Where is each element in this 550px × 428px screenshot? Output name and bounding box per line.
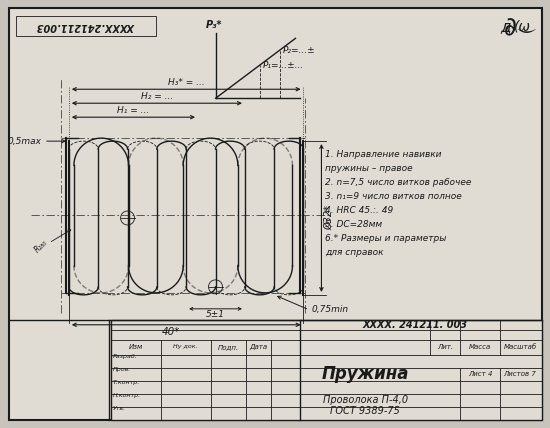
Text: Изм: Изм [129,344,143,350]
Text: Утв.: Утв. [113,406,126,411]
Text: д: д [500,19,510,34]
Text: Лист 4: Лист 4 [468,371,492,377]
Text: Листов 7: Листов 7 [504,371,536,377]
Text: Лит.: Лит. [437,344,453,350]
Text: R₂₈₀: R₂₈₀ [33,238,49,254]
Text: Масса: Масса [469,344,491,350]
Text: XXXX. 241211. 003: XXXX. 241211. 003 [363,320,468,330]
Text: Дата: Дата [250,344,268,350]
Text: Подп.: Подп. [218,344,239,350]
Text: Пружина: Пружина [322,365,409,383]
Text: P₁=...±...: P₁=...±... [262,61,304,70]
Text: $\partial$: $\partial$ [503,16,517,40]
Text: 0,75min: 0,75min [311,305,348,314]
Text: 1. Направление навивки: 1. Направление навивки [326,150,442,159]
Text: H₁ = ...: H₁ = ... [117,106,150,115]
Text: Ну док.: Ну док. [173,344,198,349]
Text: 0,5max: 0,5max [8,137,42,146]
Text: Т.контр.: Т.контр. [113,380,140,385]
Text: 3. n₁=9 число витков полное: 3. n₁=9 число витков полное [326,192,462,201]
Text: Пров.: Пров. [113,367,131,372]
Text: $\smile$: $\smile$ [513,19,537,38]
Text: Ø32*: Ø32* [324,205,334,231]
Text: P₃*: P₃* [205,21,222,30]
Text: для справок: для справок [326,248,384,257]
Text: H₃* = ...: H₃* = ... [168,78,205,87]
Text: H₂ = ...: H₂ = ... [141,92,173,101]
Text: XXXX.241211.003: XXXX.241211.003 [37,21,135,31]
Bar [16,16,156,36]
Text: Масштаб: Масштаб [503,344,537,350]
Text: Проволока П-4,0: Проволока П-4,0 [323,395,408,404]
Text: 6.* Размеры и параметры: 6.* Размеры и параметры [326,234,447,243]
Bar [111,320,542,419]
Text: 5. DС=28мм: 5. DС=28мм [326,220,383,229]
Text: Разраб.: Разраб. [113,354,138,359]
Text: 4. HRC 45.:. 49: 4. HRC 45.:. 49 [326,206,394,215]
Text: ГОСТ 9389-75: ГОСТ 9389-75 [331,406,400,416]
Text: P₂=...±: P₂=...± [283,46,315,55]
Text: 2. n=7,5 число витков рабочее: 2. n=7,5 число витков рабочее [326,178,472,187]
Text: (ω: (ω [514,19,531,33]
Text: 40*: 40* [162,327,180,337]
Text: Н.контр.: Н.контр. [113,393,141,398]
Text: 5±1: 5±1 [206,310,225,319]
Text: пружины – правое: пружины – правое [326,164,413,173]
